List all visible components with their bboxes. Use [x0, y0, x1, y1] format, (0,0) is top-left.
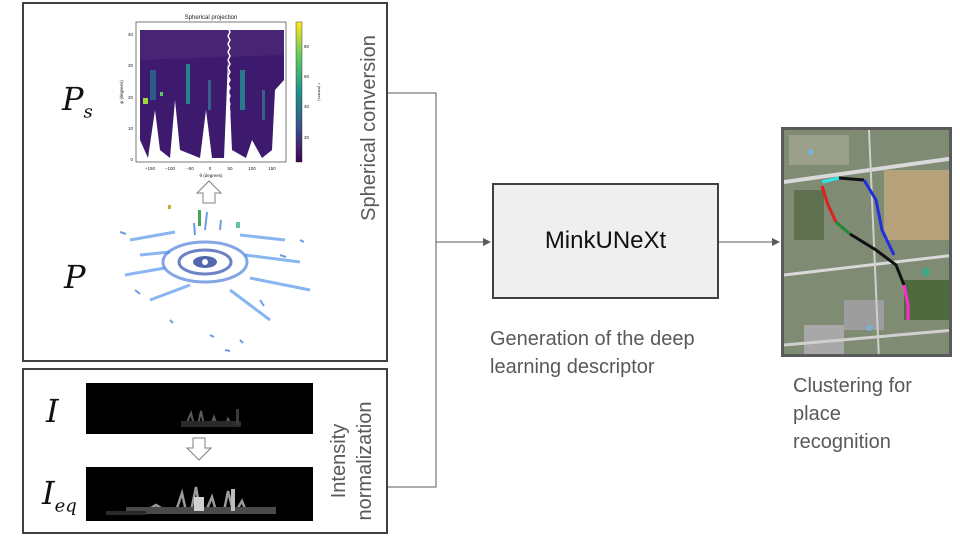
p-symbol: P	[64, 258, 86, 296]
trajectory-cyan	[821, 176, 840, 184]
descriptor-caption-line1: Generation of the deep	[490, 328, 695, 350]
intensity-image	[86, 383, 313, 434]
x-tick: 0	[209, 166, 212, 171]
x-tick: 50	[227, 166, 233, 171]
down-arrow-icon	[185, 437, 213, 461]
cbar-tick: 20	[304, 135, 310, 140]
plot-title: Spherical projection	[185, 15, 238, 21]
intensity-label-line2: normalization	[354, 401, 376, 521]
equalized-intensity-image	[86, 467, 313, 521]
y-tick: 20	[128, 95, 134, 100]
y-tick: 10	[128, 126, 134, 131]
intensity-texture	[181, 409, 241, 427]
cbar-tick: 60	[304, 74, 310, 79]
equalized-texture	[106, 486, 276, 515]
cbar-tick: 80	[304, 44, 310, 49]
trajectory-red	[820, 185, 838, 223]
trajectory-green	[835, 220, 851, 236]
ieq-symbol: Ieq	[42, 474, 77, 516]
clustering-caption: Clustering for place recognition	[793, 372, 912, 456]
colorbar-ticks: 20 40 60 80	[304, 44, 310, 140]
x-tick: 100	[248, 166, 256, 171]
ps-symbol: Ps	[62, 80, 93, 122]
ps-subscript: s	[83, 101, 93, 123]
plot-y-ticks: 0 10 20 30 40	[128, 32, 134, 162]
x-tick: −150	[145, 166, 156, 171]
trajectory-black-2	[849, 232, 906, 286]
colorbar	[295, 21, 303, 163]
intensity-label-line1: Intensity	[328, 423, 350, 499]
plot-xlabel: θ (degrees)	[199, 173, 223, 178]
descriptor-caption-line2: learning descriptor	[490, 356, 655, 378]
x-tick: −50	[186, 166, 194, 171]
y-tick: 30	[128, 63, 134, 68]
intensity-normalization-label: Intensity normalization	[326, 386, 378, 536]
trajectory-magenta	[902, 284, 910, 320]
y-tick: 40	[128, 32, 134, 37]
y-tick: 0	[130, 157, 133, 162]
ieq-subscript: eq	[54, 495, 77, 517]
projection-data	[140, 27, 284, 158]
p-symbol-text: P	[64, 258, 86, 296]
clustering-caption-line3: recognition	[793, 431, 891, 453]
plot-x-ticks: −150 −100 −50 0 50 100 150	[145, 166, 276, 171]
ieq-symbol-text: I	[42, 474, 55, 512]
x-tick: −100	[165, 166, 176, 171]
i-symbol: I	[46, 392, 59, 430]
minkunext-box: MinkUNeXt	[492, 183, 719, 299]
trajectory-black	[838, 176, 865, 182]
ps-symbol-text: P	[62, 80, 84, 118]
trajectory-blue	[862, 179, 896, 256]
place-recognition-map	[781, 127, 952, 357]
clustering-caption-line1: Clustering for	[793, 375, 912, 397]
point-cloud	[119, 205, 311, 352]
connector-spherical	[387, 92, 437, 242]
minkunext-label: MinkUNeXt	[544, 227, 667, 254]
up-arrow-icon	[195, 180, 223, 204]
clustering-caption-line2: place	[793, 403, 841, 425]
descriptor-caption: Generation of the deep learning descript…	[490, 325, 695, 381]
plot-ylabel: φ (degrees)	[119, 80, 124, 104]
cbar-tick: 40	[304, 104, 310, 109]
connector-intensity	[387, 242, 437, 488]
map-imagery	[784, 130, 949, 354]
i-symbol-text: I	[46, 392, 59, 430]
x-tick: 150	[268, 166, 276, 171]
colorbar-label: r (meters)	[317, 83, 322, 101]
